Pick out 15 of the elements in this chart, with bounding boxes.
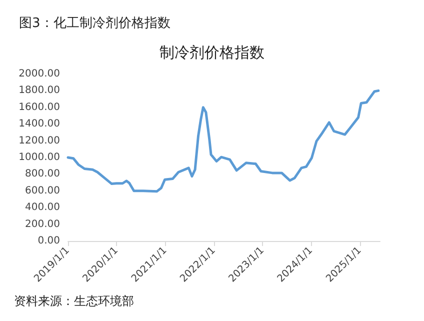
y-tick-label: 1400.00 <box>18 118 60 130</box>
y-tick-label: 200.00 <box>25 218 60 230</box>
y-tick-label: 1200.00 <box>18 135 60 146</box>
y-tick-label: 0.00 <box>38 236 60 246</box>
y-tick-label: 1600.00 <box>18 102 60 113</box>
y-tick-label: 2000.00 <box>18 68 60 80</box>
chart-title: 图3：化工制冷剂价格指数 <box>19 15 170 31</box>
y-tick-label: 600.00 <box>25 185 60 196</box>
y-tick-label: 1000.00 <box>18 152 60 163</box>
text: 资料来源：生态环境部 <box>14 294 134 308</box>
y-tick-label: 800.00 <box>25 168 60 180</box>
y-tick-label: 400.00 <box>25 202 60 214</box>
chart-subtitle: 制冷剂价格指数 <box>160 44 264 62</box>
line-series <box>66 89 380 193</box>
y-tick-label: 1800.00 <box>18 85 60 96</box>
